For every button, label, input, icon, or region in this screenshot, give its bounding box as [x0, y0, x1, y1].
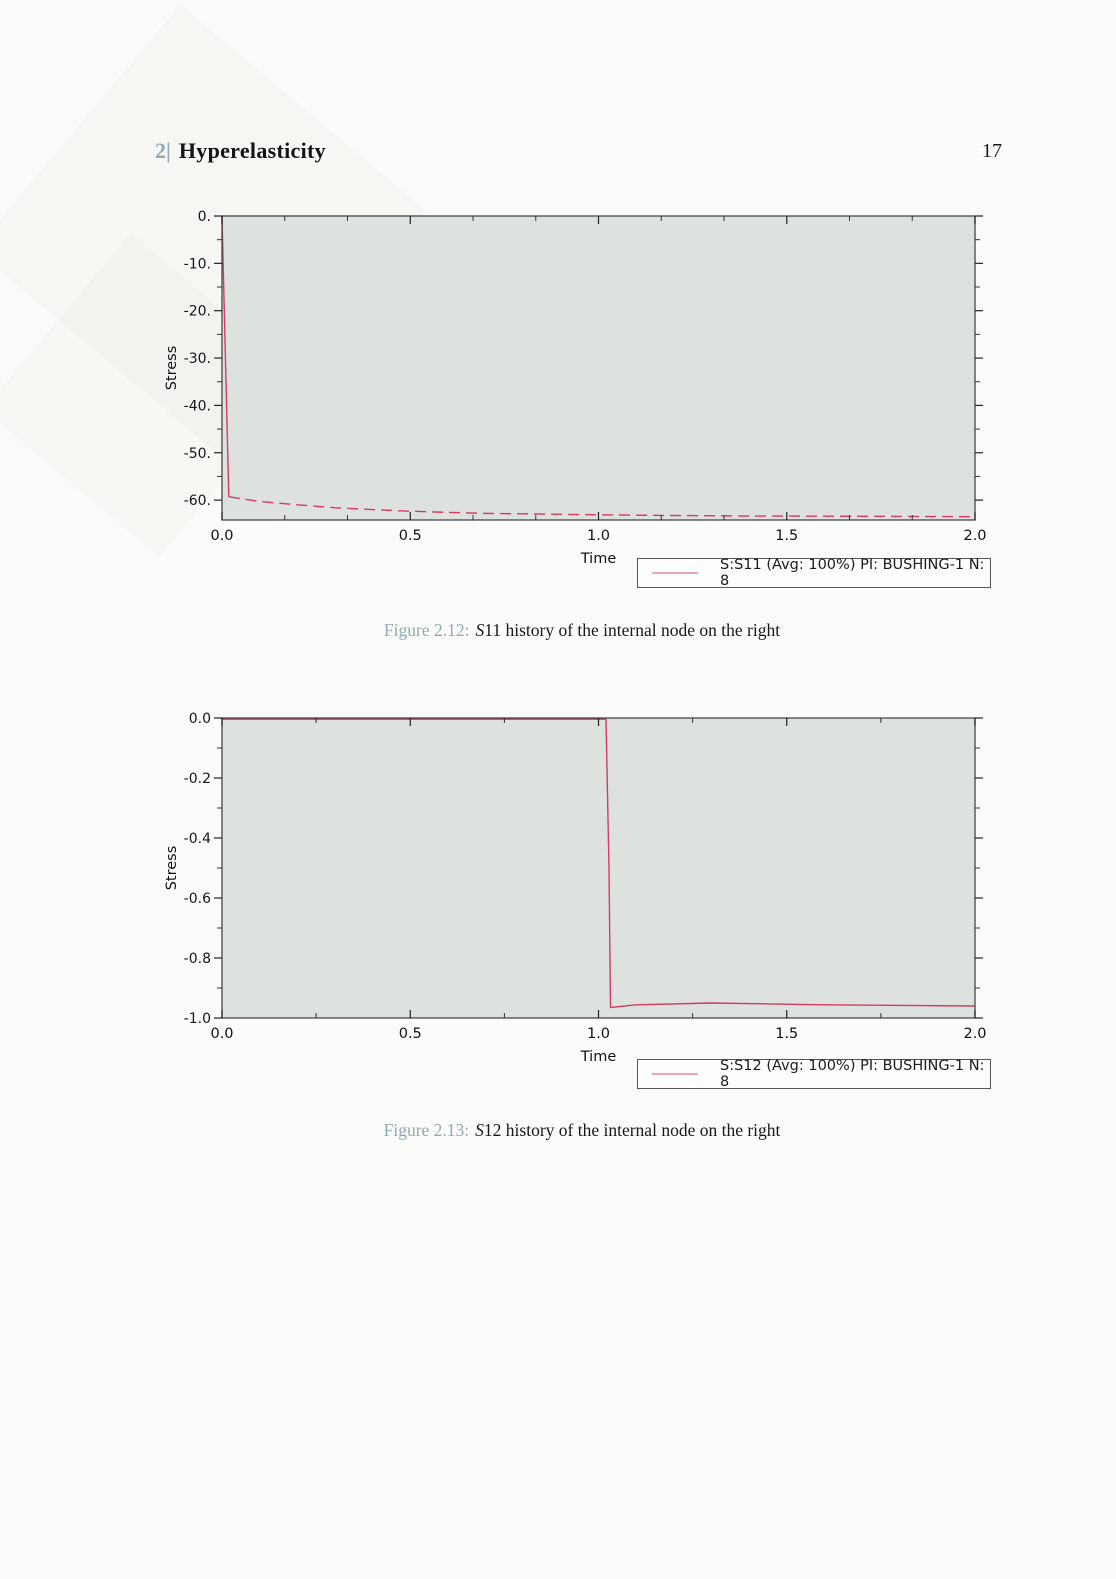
svg-text:Stress: Stress — [164, 846, 180, 891]
s11-history-chart: 0. -10. -20. -30. -40. -50. -60. 0.0 0.5 1.0 1.5 2.… — [164, 209, 987, 567]
svg-text:-0.6: -0.6 — [184, 891, 211, 907]
svg-text:-0.4: -0.4 — [184, 831, 211, 847]
svg-text:Stress: Stress — [164, 346, 180, 391]
caption-label: Figure 2.12: — [383, 620, 470, 640]
s11-chart-legend: S:S11 (Avg: 100%) PI: BUSHING-1 N: 8 — [637, 557, 991, 589]
svg-text:1.0: 1.0 — [587, 1026, 610, 1042]
svg-text:0.0: 0.0 — [210, 1026, 233, 1042]
caption-label: Figure 2.13: — [383, 1120, 470, 1140]
chapter-header: 2| Hyperelasticity — [155, 138, 326, 164]
svg-text:-20.: -20. — [184, 304, 211, 320]
svg-text:0.0: 0.0 — [210, 528, 233, 544]
svg-text:-50.: -50. — [184, 446, 211, 462]
legend-line-sample — [652, 572, 698, 574]
svg-text:-1.0: -1.0 — [184, 1011, 211, 1027]
svg-text:-40.: -40. — [184, 398, 211, 414]
svg-text:-10.: -10. — [184, 256, 211, 272]
figure-caption: Figure 2.13: S12 history of the internal … — [0, 1120, 1116, 1141]
figure-caption: Figure 2.12: S11 history of the internal … — [0, 620, 1116, 641]
svg-text:-60.: -60. — [184, 493, 211, 509]
s12-history-chart: 0.0-0.2-0.4-0.6-0.8-1.00.0 0.5 1.0 1.5 2.0St… — [164, 711, 987, 1065]
svg-text:1.0: 1.0 — [587, 528, 610, 544]
svg-text:2.0: 2.0 — [963, 528, 986, 544]
page-number: 17 — [982, 140, 1002, 162]
caption-text: 12 history of the internal node on the r… — [483, 1120, 781, 1140]
svg-text:2.0: 2.0 — [963, 1026, 986, 1042]
svg-text:0.: 0. — [198, 209, 211, 225]
caption-text: 11 history of the internal node on the r… — [484, 620, 781, 640]
svg-text:1.5: 1.5 — [775, 1026, 798, 1042]
s12-chart-legend: S:S12 (Avg: 100%) PI: BUSHING-1 N: 8 — [637, 1058, 991, 1090]
caption-variable: S — [475, 620, 485, 640]
legend-label: S:S11 (Avg: 100%) PI: BUSHING-1 N: 8 — [720, 557, 985, 589]
svg-text:0.5: 0.5 — [399, 1026, 422, 1042]
chapter-number: 2| — [155, 138, 171, 163]
chapter-title: Hyperelasticity — [178, 138, 326, 163]
svg-text:-30.: -30. — [184, 351, 211, 367]
svg-text:Time: Time — [580, 1049, 617, 1065]
caption-variable: S — [475, 1120, 484, 1140]
svg-text:-0.2: -0.2 — [184, 771, 211, 787]
svg-text:0.5: 0.5 — [399, 528, 422, 544]
svg-text:0.0: 0.0 — [189, 711, 211, 727]
legend-label: S:S12 (Avg: 100%) PI: BUSHING-1 N: 8 — [720, 1058, 985, 1090]
svg-text:Time: Time — [580, 551, 617, 567]
svg-text:1.5: 1.5 — [775, 528, 798, 544]
svg-text:-0.8: -0.8 — [184, 951, 211, 967]
legend-line-sample — [652, 1073, 698, 1075]
